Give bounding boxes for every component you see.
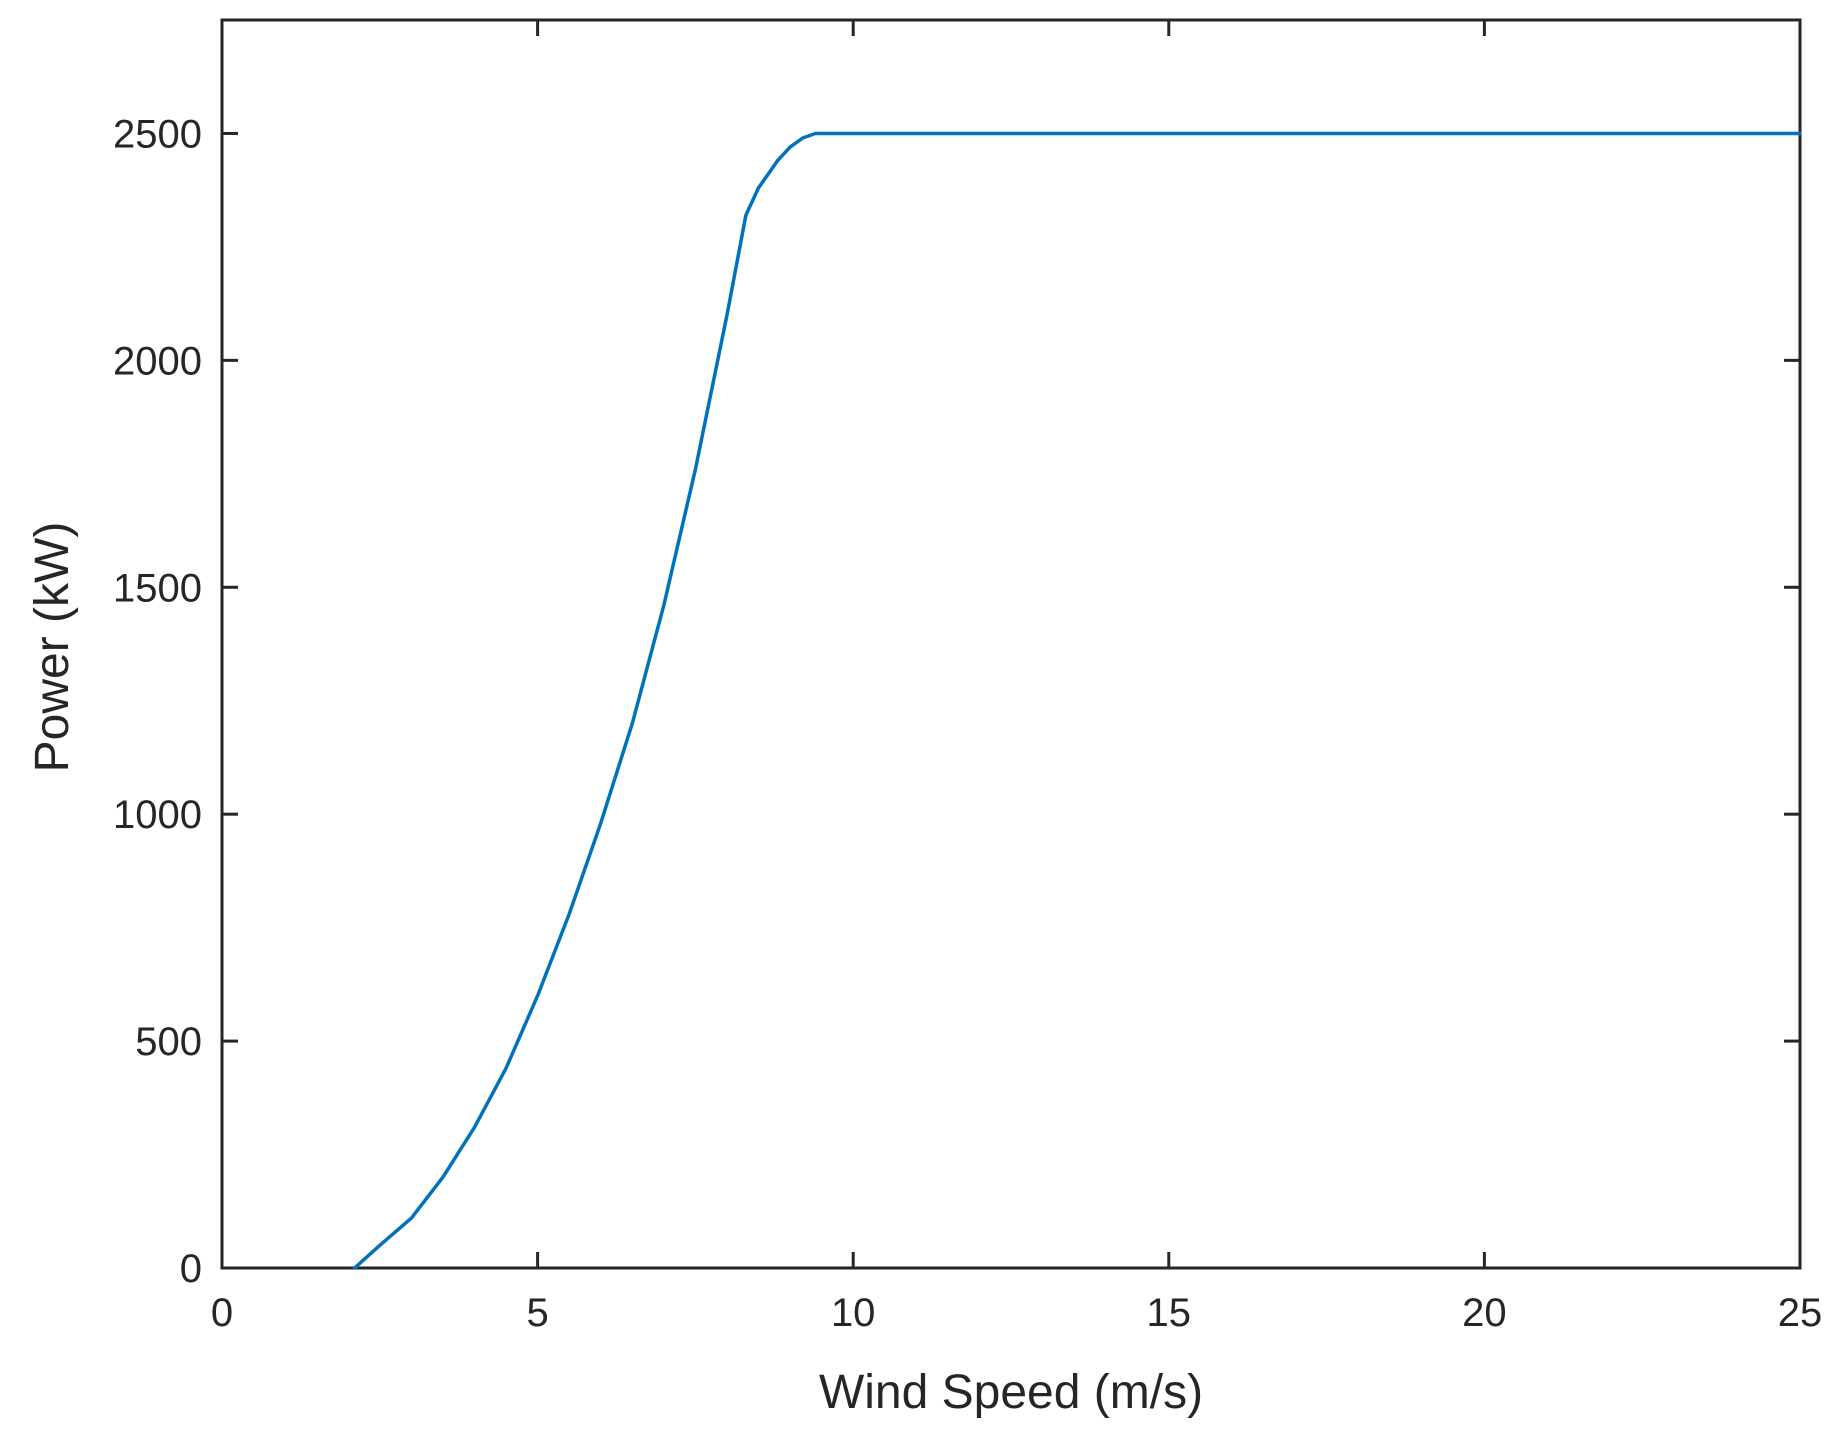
x-tick-label: 10	[831, 1291, 876, 1335]
plot-area	[220, 18, 1802, 1270]
y-tick-label: 0	[180, 1247, 202, 1291]
y-axis-ticks: 0 500 1000 1500 2000 2500	[113, 112, 1800, 1291]
y-tick-label: 2000	[113, 339, 202, 383]
x-axis-title: Wind Speed (m/s)	[819, 1366, 1203, 1419]
x-tick-label: 25	[1778, 1291, 1823, 1335]
power-curve-line	[352, 131, 1802, 1270]
y-axis-title: Power (kW)	[26, 522, 79, 773]
x-tick-label: 20	[1462, 1291, 1507, 1335]
x-tick-label: 0	[211, 1291, 233, 1335]
plot-frame	[220, 18, 1802, 1270]
x-tick-label: 5	[526, 1291, 548, 1335]
y-tick-label: 1500	[113, 566, 202, 610]
x-axis-ticks: 0 5 10 15 20 25	[211, 20, 1822, 1335]
series-layer	[352, 131, 1802, 1270]
y-tick-label: 2500	[113, 112, 202, 156]
y-tick-label: 1000	[113, 793, 202, 837]
y-tick-label: 500	[135, 1020, 202, 1064]
x-tick-label: 15	[1147, 1291, 1192, 1335]
